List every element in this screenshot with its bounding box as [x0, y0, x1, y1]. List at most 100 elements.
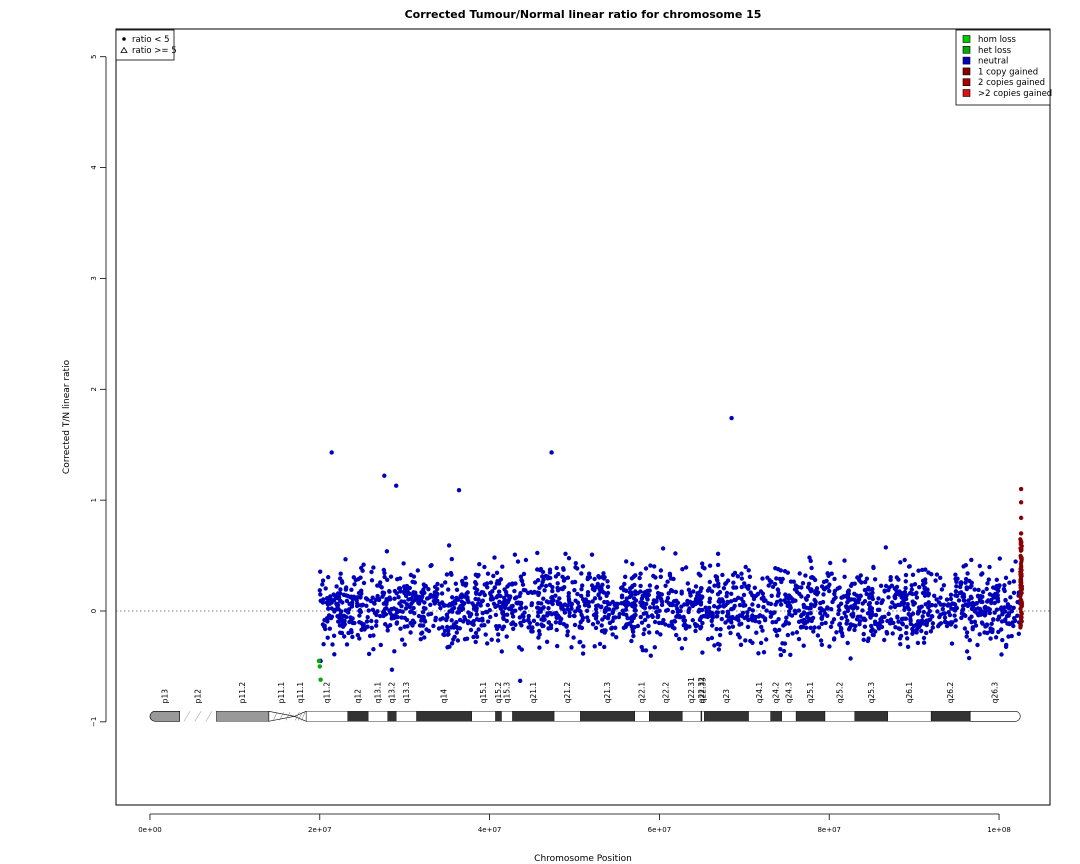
neutral-outlier-point-3 — [456, 487, 462, 493]
band-q11-1-hatch-3 — [301, 712, 306, 721]
band-q11-2 — [305, 711, 349, 722]
shape-legend-box — [115, 29, 175, 61]
band-p11-2 — [215, 711, 270, 722]
band-q21-3-label: q21.3 — [603, 682, 612, 704]
series-1-point-2 — [318, 677, 323, 682]
shape-legend-label-0: ratio < 5 — [132, 35, 170, 45]
band-q22-2 — [649, 711, 683, 722]
neutral-outlier-point-0 — [329, 450, 334, 455]
neutral-outlier-point-2 — [394, 483, 399, 488]
band-q24-1-label: q24.1 — [755, 682, 764, 704]
data-points — [316, 415, 1025, 684]
band-q15-2-label: q15.2 — [494, 682, 503, 704]
band-p12-label: p12 — [193, 689, 202, 704]
legend-swatch-1 — [962, 45, 971, 54]
band-q21-1 — [512, 711, 555, 722]
band-q25-2 — [824, 711, 855, 722]
series-1-point-1 — [317, 664, 322, 669]
band-p11-1-hatch-1 — [272, 712, 278, 721]
y-tick-label-6: 5 — [90, 54, 98, 58]
band-q13-3 — [396, 711, 417, 722]
neutral-outlier-point-8 — [517, 678, 523, 684]
y-tick-label-3: 2 — [90, 387, 98, 391]
shape-legend-label-1: ratio >= 5 — [132, 46, 177, 56]
band-p11-2-label: p11.2 — [238, 682, 247, 704]
band-q25-1-label: q25.1 — [806, 682, 815, 704]
shape-legend: ratio < 5 ratio >= 5 — [115, 29, 177, 61]
x-tick-label-5: 1e+08 — [987, 826, 1011, 834]
neutral-outlier-point-4 — [549, 450, 554, 455]
legend-label-2: neutral — [978, 57, 1008, 67]
y-tick-label-1: 0 — [90, 609, 98, 613]
legend-swatch-4 — [962, 78, 971, 86]
band-q26-3-label: q26.3 — [991, 682, 1000, 704]
band-q13-3-label: q13.3 — [402, 682, 411, 704]
band-q13-1-label: q13.1 — [373, 682, 382, 704]
band-q22-33 — [701, 711, 705, 722]
legend-label-4: 2 copies gained — [978, 78, 1045, 88]
x-tick-label-4: 8e+07 — [817, 826, 841, 834]
band-q13-1 — [367, 711, 388, 722]
series-2-point-1 — [1018, 500, 1024, 505]
neutral-points-cloud — [317, 543, 1023, 661]
legend-swatch-3 — [962, 67, 971, 76]
y-axis-label: Corrected T/N linear ratio — [62, 359, 72, 474]
x-tick-label-3: 6e+07 — [648, 826, 672, 834]
band-q15-3-label: q15.3 — [503, 682, 512, 704]
legend-swatch-0 — [962, 35, 971, 43]
copy-number-legend-box — [955, 29, 1051, 106]
x-tick-label-0: 0e+00 — [138, 826, 162, 834]
band-q24-1 — [748, 711, 771, 722]
x-tick-label-2: 4e+07 — [478, 826, 502, 834]
band-q13-2-label: q13.2 — [387, 682, 396, 704]
band-p11-1-hatch-2 — [279, 712, 284, 721]
y-tick-label-2: 1 — [90, 498, 98, 502]
legend-swatch-2 — [962, 56, 971, 65]
band-q23-label: q23 — [722, 689, 731, 704]
band-q22-31 — [682, 711, 702, 722]
band-q22-2-label: q22.2 — [661, 682, 670, 704]
band-q26-1 — [887, 711, 932, 722]
band-p12-stalk-1 — [194, 711, 202, 722]
band-q21-2-label: q21.2 — [563, 682, 572, 704]
y-axis: −1 0 1 2 3 4 5 — [90, 54, 107, 727]
band-q15-1-label: q15.1 — [479, 682, 488, 704]
band-q11-1-hatch-1 — [295, 712, 300, 721]
band-q24-2 — [770, 711, 782, 722]
band-q22-32-label: q22.32 — [697, 677, 706, 703]
band-q14 — [416, 711, 472, 722]
legend-swatch-5 — [962, 89, 971, 97]
series-2-point-2 — [1018, 515, 1024, 521]
band-q22-1 — [634, 711, 650, 722]
band-q15-3 — [501, 711, 513, 722]
y-tick-label-4: 3 — [90, 276, 98, 280]
plot-frame — [115, 28, 1051, 806]
chart-title: Corrected Tumour/Normal linear ratio for… — [405, 8, 762, 21]
band-q14-label: q14 — [440, 689, 449, 704]
y-tick-label-5: 4 — [90, 165, 98, 170]
band-q24-2-label: q24.2 — [772, 682, 781, 704]
x-axis-label: Chromosome Position — [534, 854, 632, 864]
ratio-above-5-symbol — [120, 46, 128, 53]
band-q26-1-label: q26.1 — [905, 682, 914, 704]
band-q24-3-label: q24.3 — [784, 682, 793, 704]
band-q25-3 — [854, 711, 889, 722]
neutral-outlier-point-1 — [382, 473, 387, 478]
band-p13 — [149, 711, 180, 722]
band-q25-3-label: q25.3 — [867, 682, 876, 704]
series-2-point-3 — [1018, 531, 1024, 536]
neutral-outlier-point-5 — [729, 415, 734, 421]
neutral-outlier-point-7 — [389, 667, 395, 672]
band-q13-2 — [387, 711, 397, 722]
series-1-point-0 — [316, 658, 322, 664]
y-tick-label-0: −1 — [90, 717, 98, 727]
band-q22-33-label: q22.33 — [699, 677, 708, 703]
band-q26-2-label: q26.2 — [946, 682, 955, 704]
series-2-points-cloud — [1018, 537, 1025, 630]
chromosome-ideogram: p13 p12 p11.2 p11.1 q11.1 q11.2 q12 q13.1 q13.2 q… — [149, 677, 1021, 722]
legend-label-0: hom loss — [978, 35, 1017, 45]
band-q23 — [704, 711, 749, 722]
series-2-point-0 — [1018, 486, 1024, 492]
